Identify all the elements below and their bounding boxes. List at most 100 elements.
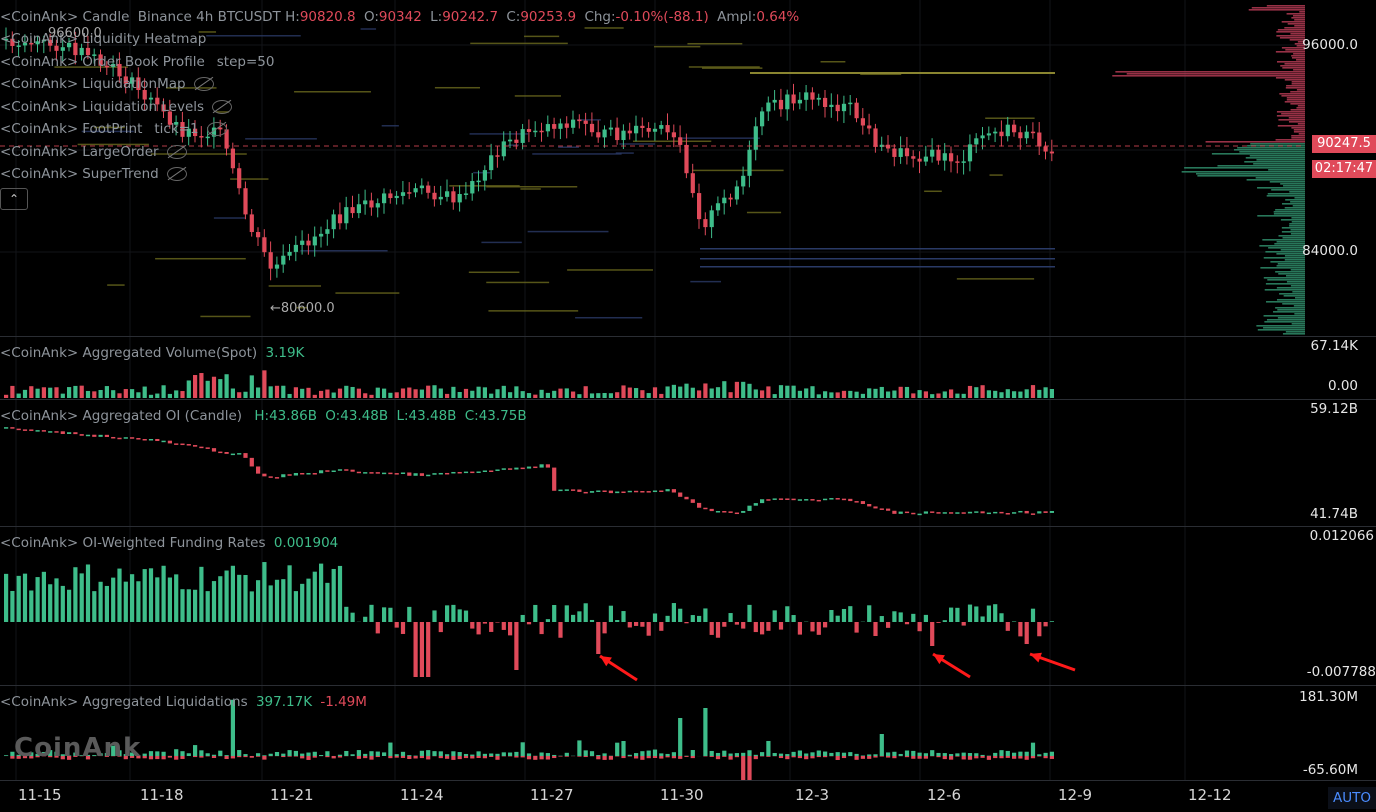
funding-bar [917,622,922,632]
overlay-legend-row[interactable]: <CoinAnk> Liquidation Levels [0,99,233,115]
oi-candle [218,451,223,454]
funding-bar [873,622,878,636]
funding-bar [734,622,739,625]
oi-candle [300,472,305,475]
funding-bar [148,568,154,622]
funding-bar [816,622,821,635]
funding-bar [911,613,916,622]
oi-candle [489,470,494,473]
funding-bar [690,615,695,622]
funding-bar [514,622,519,670]
funding-bar [1049,621,1054,622]
funding-bar [344,606,349,622]
overlay-prefix: <CoinAnk> [0,166,79,182]
volume-bar [350,386,355,398]
eye-hidden-icon[interactable] [206,122,227,136]
funding-bar [659,622,664,631]
pane-separator[interactable] [0,780,1376,781]
volume-bar [508,392,513,398]
volume-bar [274,385,280,398]
order-book-bar [1282,67,1305,69]
liquidity-level [300,249,388,252]
overlay-legend-row[interactable]: <CoinAnk> Liquidity Heatmap [0,31,206,47]
oi-candle [898,511,903,514]
funding-bar [993,604,998,622]
liquidity-level [77,143,149,146]
collapse-legend-button[interactable]: ⌃ [0,188,28,210]
funding-bar [533,604,538,622]
volume-bar [1024,389,1029,398]
liquidation-bar [54,751,59,756]
eye-hidden-icon[interactable] [166,167,187,181]
liquidation-bar [1005,750,1010,756]
volume-bar [256,387,261,398]
volume-bar [999,392,1004,398]
volume-bar [715,387,721,398]
volume-bar [413,389,418,398]
funding-bar [287,565,292,622]
funding-bar [823,622,828,628]
order-book-bar [1284,63,1305,65]
oi-candle [993,511,998,514]
candle-body [785,94,790,110]
liquidity-level [924,190,942,193]
liquidation-bar [482,753,487,756]
oi-candle [186,444,191,446]
auto-scale-button[interactable]: AUTO [1328,787,1376,809]
liquidity-level [584,27,624,29]
oi-candle [1024,510,1029,514]
candle-body [186,128,191,137]
overlay-legend-row[interactable]: <CoinAnk> Order Book Profile step=50 [0,54,274,70]
funding-bar [634,622,639,626]
liquidation-bar [659,753,664,756]
oi-candle [778,498,784,500]
liquidation-bar [520,756,525,758]
liquidation-bar [747,750,752,756]
funding-bar [224,570,229,622]
overlay-legend-row[interactable]: <CoinAnk> FootPrint tick=1 [0,121,227,137]
volume-bar [501,385,506,398]
volume-bar [539,389,544,398]
liquidation-bar [810,756,815,759]
eye-hidden-icon[interactable] [212,99,233,114]
liquidity-level [514,95,561,97]
volume-bar [432,385,437,398]
liquidity-level [381,125,399,127]
liquidation-bar [678,756,683,759]
overlay-legend-row[interactable]: <CoinAnk> LargeOrder [0,144,187,160]
candle-body [886,144,891,149]
pane-separator[interactable] [0,685,1376,686]
pane-separator[interactable] [0,526,1376,527]
overlay-legend-row[interactable]: <CoinAnk> LiquidationMap [0,76,214,92]
oi-open: O:43.48B [325,408,389,424]
overlay-prefix: <CoinAnk> [0,31,79,47]
order-book-bar [1275,307,1305,309]
oi-candle [356,471,361,474]
funding-bar [596,622,601,654]
order-book-bar [1296,89,1305,91]
oi-candle [986,512,991,515]
order-book-bar [1285,49,1305,51]
liquidation-bar [224,755,229,756]
liquidity-level [213,217,245,219]
oi-candle [155,438,160,442]
liquidity-level [577,119,601,121]
liquidation-bar [980,756,985,758]
order-book-bar [1285,87,1305,89]
liquidation-bar [816,750,821,756]
eye-hidden-icon[interactable] [166,144,187,159]
pane-separator[interactable] [0,399,1376,400]
volume-bar [760,390,765,398]
liquidation-bar [489,753,494,756]
oi-candle [363,472,368,474]
pane-separator[interactable] [0,336,1376,337]
order-book-bar [1277,263,1305,265]
volume-bar [785,385,790,398]
order-book-bar [1289,39,1305,41]
overlay-legend-row[interactable]: <CoinAnk> SuperTrend [0,166,187,182]
funding-bar [325,582,330,622]
eye-hidden-icon[interactable] [193,77,214,91]
annotation-arrowhead [1030,652,1042,663]
candle-body [1030,131,1036,134]
